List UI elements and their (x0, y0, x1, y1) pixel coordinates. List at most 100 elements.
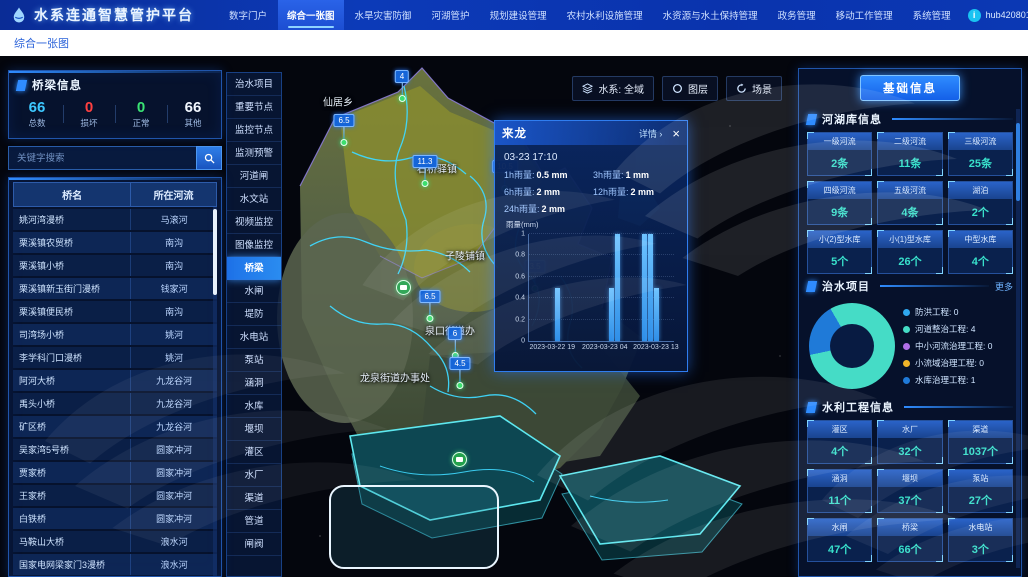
close-icon[interactable]: × (672, 125, 680, 141)
layer-item-视频监控[interactable]: 视频监控 (227, 211, 281, 234)
table-row[interactable]: 白铁桥 圆家冲河 (13, 508, 217, 529)
table-row[interactable]: 国家电网梁家门3漫桥 浪水河 (13, 554, 217, 575)
layer-item-水文站[interactable]: 水文站 (227, 188, 281, 211)
nav-tab-2[interactable]: 水旱灾害防御 (354, 11, 412, 22)
table-row[interactable]: 栗溪镇便民桥 南沟 (13, 301, 217, 322)
camera-marker-icon[interactable] (452, 452, 467, 467)
layer-item-水闸[interactable]: 水闸 (227, 280, 281, 303)
eng-cell-泵站[interactable]: 泵站 27个 (947, 469, 1014, 513)
station-marker[interactable]: 4.5 (449, 357, 471, 389)
table-row[interactable]: 司湾场小桥 姚河 (13, 324, 217, 345)
right-panel-scrollbar[interactable] (1016, 109, 1020, 568)
nav-tab-6[interactable]: 水资源与水土保持管理 (662, 11, 758, 22)
eng-cell-桥梁[interactable]: 桥梁 66个 (877, 518, 943, 562)
layer-item-监测预警[interactable]: 监测预警 (227, 142, 281, 165)
map-place-label: 子陵铺镇 (445, 251, 485, 263)
eng-cell-渠道[interactable]: 渠道 1037个 (947, 420, 1014, 464)
layer-item-泵站[interactable]: 泵站 (227, 349, 281, 372)
layer-item-堤防[interactable]: 堤防 (227, 303, 281, 326)
station-marker[interactable]: 11.3 (412, 155, 438, 187)
layer-item-图像监控[interactable]: 图像监控 (227, 234, 281, 257)
layer-item-渠道[interactable]: 渠道 (227, 487, 281, 510)
nav-tab-5[interactable]: 农村水利设施管理 (566, 11, 643, 22)
nav-tab-8[interactable]: 移动工作管理 (835, 11, 893, 22)
project-legend: 防洪工程: 0 河道整治工程: 4 中小河流治理工程: 0 小流域治理工程: 0 水库治… (903, 301, 1013, 391)
cell-label: 水闸 (808, 519, 872, 536)
table-row[interactable]: 李学科门口漫桥 姚河 (13, 347, 217, 368)
table-row[interactable]: 吴家湾5号桥 圆家冲河 (13, 439, 217, 460)
nav-tab-3[interactable]: 河湖管护 (431, 11, 470, 22)
layer-item-河道闸[interactable]: 河道闸 (227, 165, 281, 188)
river-cell-湖泊[interactable]: 湖泊 2个 (947, 181, 1014, 225)
layer-item-堰坝[interactable]: 堰坝 (227, 418, 281, 441)
river-cell-一级河流[interactable]: 一级河流 2条 (807, 132, 873, 176)
base-info-button[interactable]: 基础信息 (860, 75, 960, 101)
map-control-1[interactable]: 图层 (662, 76, 718, 101)
eng-cell-涵洞[interactable]: 涵洞 11个 (807, 469, 873, 513)
layer-item-闸阀[interactable]: 闸阀 (227, 533, 281, 556)
layer-item-桥梁[interactable]: 桥梁 (227, 257, 281, 280)
stat-value: 0 (84, 99, 94, 116)
table-scrollbar[interactable] (213, 207, 217, 576)
river-cell-小(2)型水库[interactable]: 小(2)型水库 5个 (807, 230, 873, 274)
layer-item-水电站[interactable]: 水电站 (227, 326, 281, 349)
nav-tab-0[interactable]: 数字门户 (229, 11, 268, 22)
eng-cell-水闸[interactable]: 水闸 47个 (807, 518, 873, 562)
station-popup: 来龙 详情 › × 03-23 17:10 1h雨量: 0.5 mm 3h雨量: 1 … (494, 120, 688, 372)
layer-item-水库[interactable]: 水库 (227, 395, 281, 418)
eng-cell-堰坝[interactable]: 堰坝 37个 (877, 469, 943, 513)
eng-cell-水电站[interactable]: 水电站 3个 (947, 518, 1014, 562)
section-divider (880, 285, 989, 287)
station-marker[interactable]: 6.5 (333, 114, 355, 146)
search-button[interactable] (196, 146, 222, 170)
table-row[interactable]: 姚河湾漫桥 马滚河 (13, 209, 217, 230)
layer-item-管道[interactable]: 管道 (227, 510, 281, 533)
layer-item-水厂[interactable]: 水厂 (227, 464, 281, 487)
table-row[interactable]: 矿区桥 九龙谷河 (13, 416, 217, 437)
table-row[interactable]: 栗溪镇新玉街门漫桥 钱家河 (13, 278, 217, 299)
river-cell-二级河流[interactable]: 二级河流 11条 (877, 132, 943, 176)
y-tick-label: 0 (521, 337, 525, 345)
table-row[interactable]: 马鞍山大桥 浪水河 (13, 531, 217, 552)
station-marker[interactable]: 6 (447, 327, 463, 359)
user-name: hub420801201 (985, 10, 1028, 20)
bridge-name-cell: 栗溪镇便民桥 (13, 301, 132, 322)
eng-cell-水厂[interactable]: 水厂 32个 (877, 420, 943, 464)
nav-tab-4[interactable]: 规划建设管理 (489, 11, 547, 22)
river-cell-小(1)型水库[interactable]: 小(1)型水库 26个 (877, 230, 943, 274)
nav-tab-9[interactable]: 系统管理 (912, 11, 951, 22)
river-cell-四级河流[interactable]: 四级河流 9条 (807, 181, 873, 225)
table-row[interactable]: 栗溪镇小桥 南沟 (13, 255, 217, 276)
layer-item-重要节点[interactable]: 重要节点 (227, 96, 281, 119)
project-donut-chart (809, 303, 895, 389)
station-marker[interactable]: 6.5 (419, 290, 441, 322)
table-row[interactable]: 王家桥 圆家冲河 (13, 485, 217, 506)
popup-detail-link[interactable]: 详情 › (638, 128, 663, 139)
map-control-2[interactable]: 场景 (726, 76, 782, 101)
metric-value: 2 mm (630, 187, 655, 197)
layer-item-灌区[interactable]: 灌区 (227, 441, 281, 464)
layer-item-监控节点[interactable]: 监控节点 (227, 119, 281, 142)
layer-item-涵洞[interactable]: 涵洞 (227, 372, 281, 395)
layer-item-治水项目[interactable]: 治水项目 (227, 73, 281, 96)
stat-label: 损坏 (80, 118, 98, 128)
river-cell-五级河流[interactable]: 五级河流 4条 (877, 181, 943, 225)
river-cell-中型水库[interactable]: 中型水库 4个 (947, 230, 1014, 274)
breadcrumb[interactable]: 综合一张图 (14, 38, 69, 50)
map-control-0[interactable]: 水系: 全域 (572, 76, 654, 101)
table-row[interactable]: 禹头小桥 九龙谷河 (13, 393, 217, 414)
nav-tab-7[interactable]: 政务管理 (777, 11, 816, 22)
user-menu[interactable]: i hub420801201 ▾ (967, 8, 1028, 22)
table-row[interactable]: 贾家桥 圆家冲河 (13, 462, 217, 483)
eng-cell-灌区[interactable]: 灌区 4个 (807, 420, 873, 464)
river-cell-三级河流[interactable]: 三级河流 25条 (947, 132, 1014, 176)
nav-tab-1[interactable]: 综合一张图 (278, 0, 344, 30)
cell-value: 32个 (898, 446, 922, 458)
more-link[interactable]: 更多 (994, 281, 1013, 292)
station-marker[interactable]: 4 (394, 70, 410, 102)
camera-marker-icon[interactable] (396, 280, 411, 295)
y-tick-label: 0.6 (515, 273, 525, 281)
table-row[interactable]: 栗溪镇农贸桥 南沟 (13, 232, 217, 253)
search-input[interactable] (8, 146, 196, 170)
table-row[interactable]: 阿河大桥 九龙谷河 (13, 370, 217, 391)
